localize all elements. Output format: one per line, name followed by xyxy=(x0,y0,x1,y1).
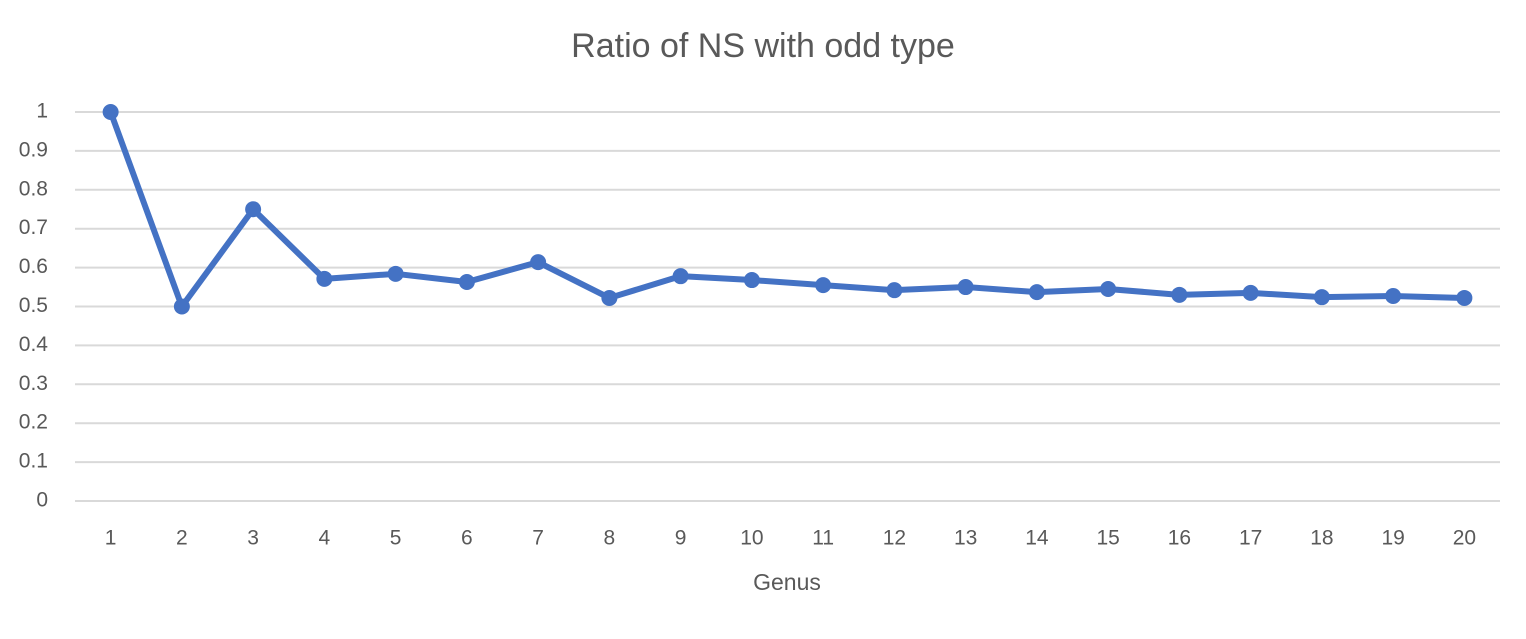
x-tick-label: 20 xyxy=(1453,527,1476,550)
y-tick-label: 0.4 xyxy=(19,333,49,356)
y-tick-label: 0.8 xyxy=(19,177,48,200)
data-point xyxy=(815,277,832,294)
y-tick-label: 0.1 xyxy=(19,450,48,473)
x-tick-label: 15 xyxy=(1096,527,1119,550)
x-tick-label: 13 xyxy=(954,527,977,550)
data-point xyxy=(886,282,903,299)
data-point xyxy=(173,298,190,315)
data-point xyxy=(601,289,618,306)
x-tick-label: 7 xyxy=(532,527,544,550)
x-tick-label: 3 xyxy=(247,527,259,550)
y-tick-label: 0.6 xyxy=(19,255,48,278)
data-point xyxy=(1100,280,1117,297)
data-point xyxy=(316,270,333,287)
data-point xyxy=(1171,286,1188,303)
x-tick-label: 18 xyxy=(1310,527,1333,550)
data-point xyxy=(1385,287,1402,304)
y-tick-label: 0.9 xyxy=(19,138,48,161)
x-tick-label: 16 xyxy=(1168,527,1191,550)
x-tick-label: 17 xyxy=(1239,527,1262,550)
x-axis-title: Genus xyxy=(753,569,821,595)
x-tick-label: 19 xyxy=(1381,527,1404,550)
x-tick-label: 2 xyxy=(176,527,188,550)
data-point xyxy=(957,279,974,296)
data-point xyxy=(387,265,404,282)
data-point xyxy=(1028,284,1045,301)
y-tick-label: 0.3 xyxy=(19,372,48,395)
y-tick-label: 0.2 xyxy=(19,411,48,434)
x-tick-label: 14 xyxy=(1025,527,1049,550)
chart-title: Ratio of NS with odd type xyxy=(571,27,955,65)
x-tick-label: 12 xyxy=(883,527,906,550)
x-tick-label: 5 xyxy=(390,527,402,550)
data-line xyxy=(107,110,1465,310)
data-point xyxy=(1313,289,1330,306)
data-point xyxy=(102,104,119,120)
y-tick-label: 1 xyxy=(36,100,48,123)
data-point xyxy=(1456,289,1473,306)
x-tick-label: 8 xyxy=(604,527,616,550)
x-tick-label: 4 xyxy=(319,527,331,550)
x-tick-label: 10 xyxy=(740,527,763,550)
x-tick-label: 11 xyxy=(812,527,834,550)
y-tick-label: 0 xyxy=(36,489,48,512)
data-point xyxy=(743,272,760,289)
data-point xyxy=(458,273,475,290)
data-point xyxy=(672,268,689,285)
y-tick-label: 0.5 xyxy=(19,294,48,317)
data-point xyxy=(245,201,262,218)
data-point xyxy=(1242,284,1259,301)
x-tick-label: 9 xyxy=(675,527,687,550)
x-tick-label: 1 xyxy=(105,527,117,550)
data-point xyxy=(530,254,547,271)
x-tick-label: 6 xyxy=(461,527,473,550)
y-tick-label: 0.7 xyxy=(19,216,48,239)
